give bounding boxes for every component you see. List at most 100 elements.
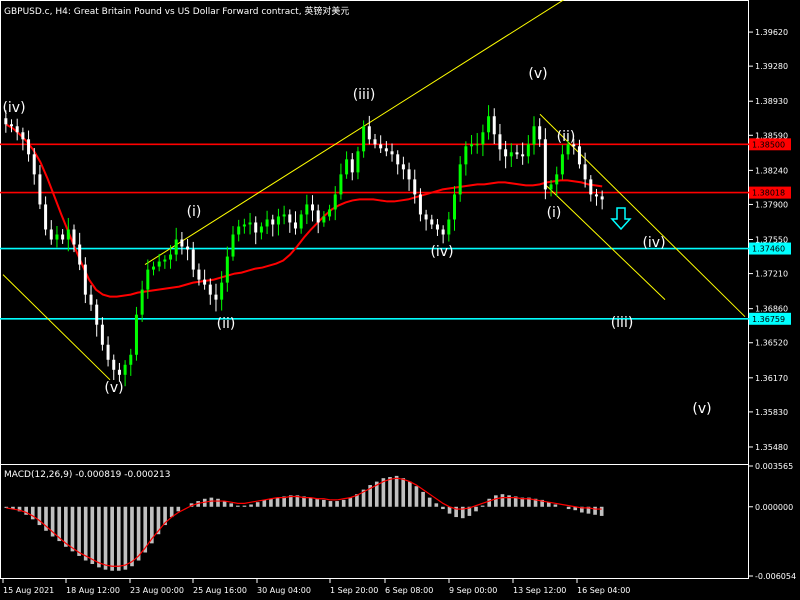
down-arrow-icon: [610, 207, 632, 231]
candle: [430, 214, 434, 230]
price-tag-box: [749, 312, 791, 325]
price-tags: 1.38500 1.38018 1.37460 1.36759: [749, 138, 791, 325]
candle: [163, 255, 167, 269]
candle: [532, 116, 536, 155]
candle: [78, 232, 82, 271]
time-tick-label: 30 Aug 04:00: [257, 586, 311, 595]
candle: [282, 205, 286, 225]
channel-line[interactable]: [2, 274, 111, 381]
price-tick-label: 1.36170: [755, 374, 788, 383]
wave-label: (iv): [430, 244, 453, 260]
macd-layer: 0.003565 0.000000 -0.006054: [4, 462, 796, 581]
time-tick-label: 6 Sep 08:00: [385, 586, 433, 595]
candle: [123, 360, 127, 387]
wave-label: (i): [187, 204, 202, 220]
candle: [470, 134, 474, 155]
wave-label: (iv): [2, 100, 25, 116]
candle: [157, 253, 161, 272]
candle: [504, 140, 508, 169]
wave-label: (i): [547, 205, 562, 221]
macd-signal-line: [6, 477, 602, 567]
candle: [186, 239, 190, 261]
candle: [526, 135, 530, 164]
candle: [208, 278, 212, 305]
candle: [350, 153, 354, 181]
channel-lines[interactable]: [2, 0, 746, 381]
candle: [100, 317, 104, 351]
candle: [140, 280, 144, 322]
candle: [594, 188, 598, 206]
candle: [362, 120, 366, 158]
candle: [492, 108, 496, 144]
candle: [311, 195, 315, 222]
candle: [242, 218, 246, 234]
candle: [134, 306, 138, 361]
price-tag-label: 1.38500: [752, 140, 785, 149]
candle: [276, 208, 280, 236]
price-tick-label: 1.37900: [755, 200, 788, 209]
price-tick-label: 1.37550: [755, 236, 788, 245]
candle: [10, 119, 14, 133]
price-tick-label: 1.36860: [755, 305, 788, 314]
candle: [152, 261, 155, 276]
price-tick-label: 1.38930: [755, 97, 788, 106]
price-tag-label: 1.36759: [752, 315, 785, 324]
channel-line[interactable]: [144, 0, 565, 265]
wave-label: (v): [104, 380, 123, 396]
channel-line[interactable]: [544, 184, 666, 301]
candle: [367, 115, 371, 145]
candle: [254, 216, 258, 245]
macd-tick-label: -0.006054: [755, 572, 796, 581]
price-tag-box: [749, 138, 791, 151]
price-tag-label: 1.38018: [752, 189, 785, 198]
candle: [49, 220, 53, 245]
candle: [89, 285, 93, 311]
macd-indicator-title: MACD(12,26,9) -0.000819 -0.000213: [4, 470, 171, 480]
time-tick-label: 15 Aug 2021: [3, 586, 54, 595]
horizontal-levels[interactable]: [0, 143, 749, 320]
candle: [271, 214, 275, 237]
candle: [418, 188, 422, 222]
candle: [328, 204, 332, 221]
time-tick-label: 23 Aug 00:00: [130, 586, 184, 595]
candle: [214, 283, 218, 312]
candle: [481, 124, 485, 157]
candle: [220, 271, 224, 311]
candle: [577, 139, 581, 169]
wave-label: (ii): [557, 129, 576, 145]
candle: [106, 336, 110, 367]
price-tick-label: 1.38240: [755, 166, 788, 175]
macd-panel[interactable]: [0, 464, 749, 579]
wave-label: (v): [528, 66, 547, 82]
chart-symbol-title: GBPUSD.c, H4: Great Britain Pound vs US …: [4, 7, 350, 17]
candle: [21, 127, 25, 151]
candle: [95, 299, 99, 337]
price-tick-label: 1.36520: [755, 339, 788, 348]
price-tag-label: 1.37460: [752, 245, 785, 254]
candle: [566, 134, 570, 160]
candle: [72, 224, 76, 253]
price-tick-label: 1.35830: [755, 408, 788, 417]
candle: [44, 196, 48, 236]
wave-label: (iii): [611, 315, 634, 331]
candle: [4, 110, 8, 133]
candle: [316, 204, 320, 234]
candle: [38, 165, 42, 210]
candle: [453, 186, 456, 231]
candle: [237, 219, 241, 242]
candle: [339, 163, 343, 200]
time-tick-label: 1 Sep 20:00: [330, 586, 378, 595]
candle: [146, 259, 150, 299]
candle: [197, 263, 201, 286]
candle: [288, 209, 292, 233]
candle: [390, 143, 394, 162]
candle: [55, 226, 59, 248]
candle: [401, 156, 405, 180]
candle: [32, 148, 36, 185]
time-tick-label: 25 Aug 16:00: [193, 586, 247, 595]
candle: [407, 162, 411, 191]
candle: [458, 156, 462, 202]
time-tick-label: 18 Aug 12:00: [66, 586, 120, 595]
candle: [549, 179, 553, 197]
